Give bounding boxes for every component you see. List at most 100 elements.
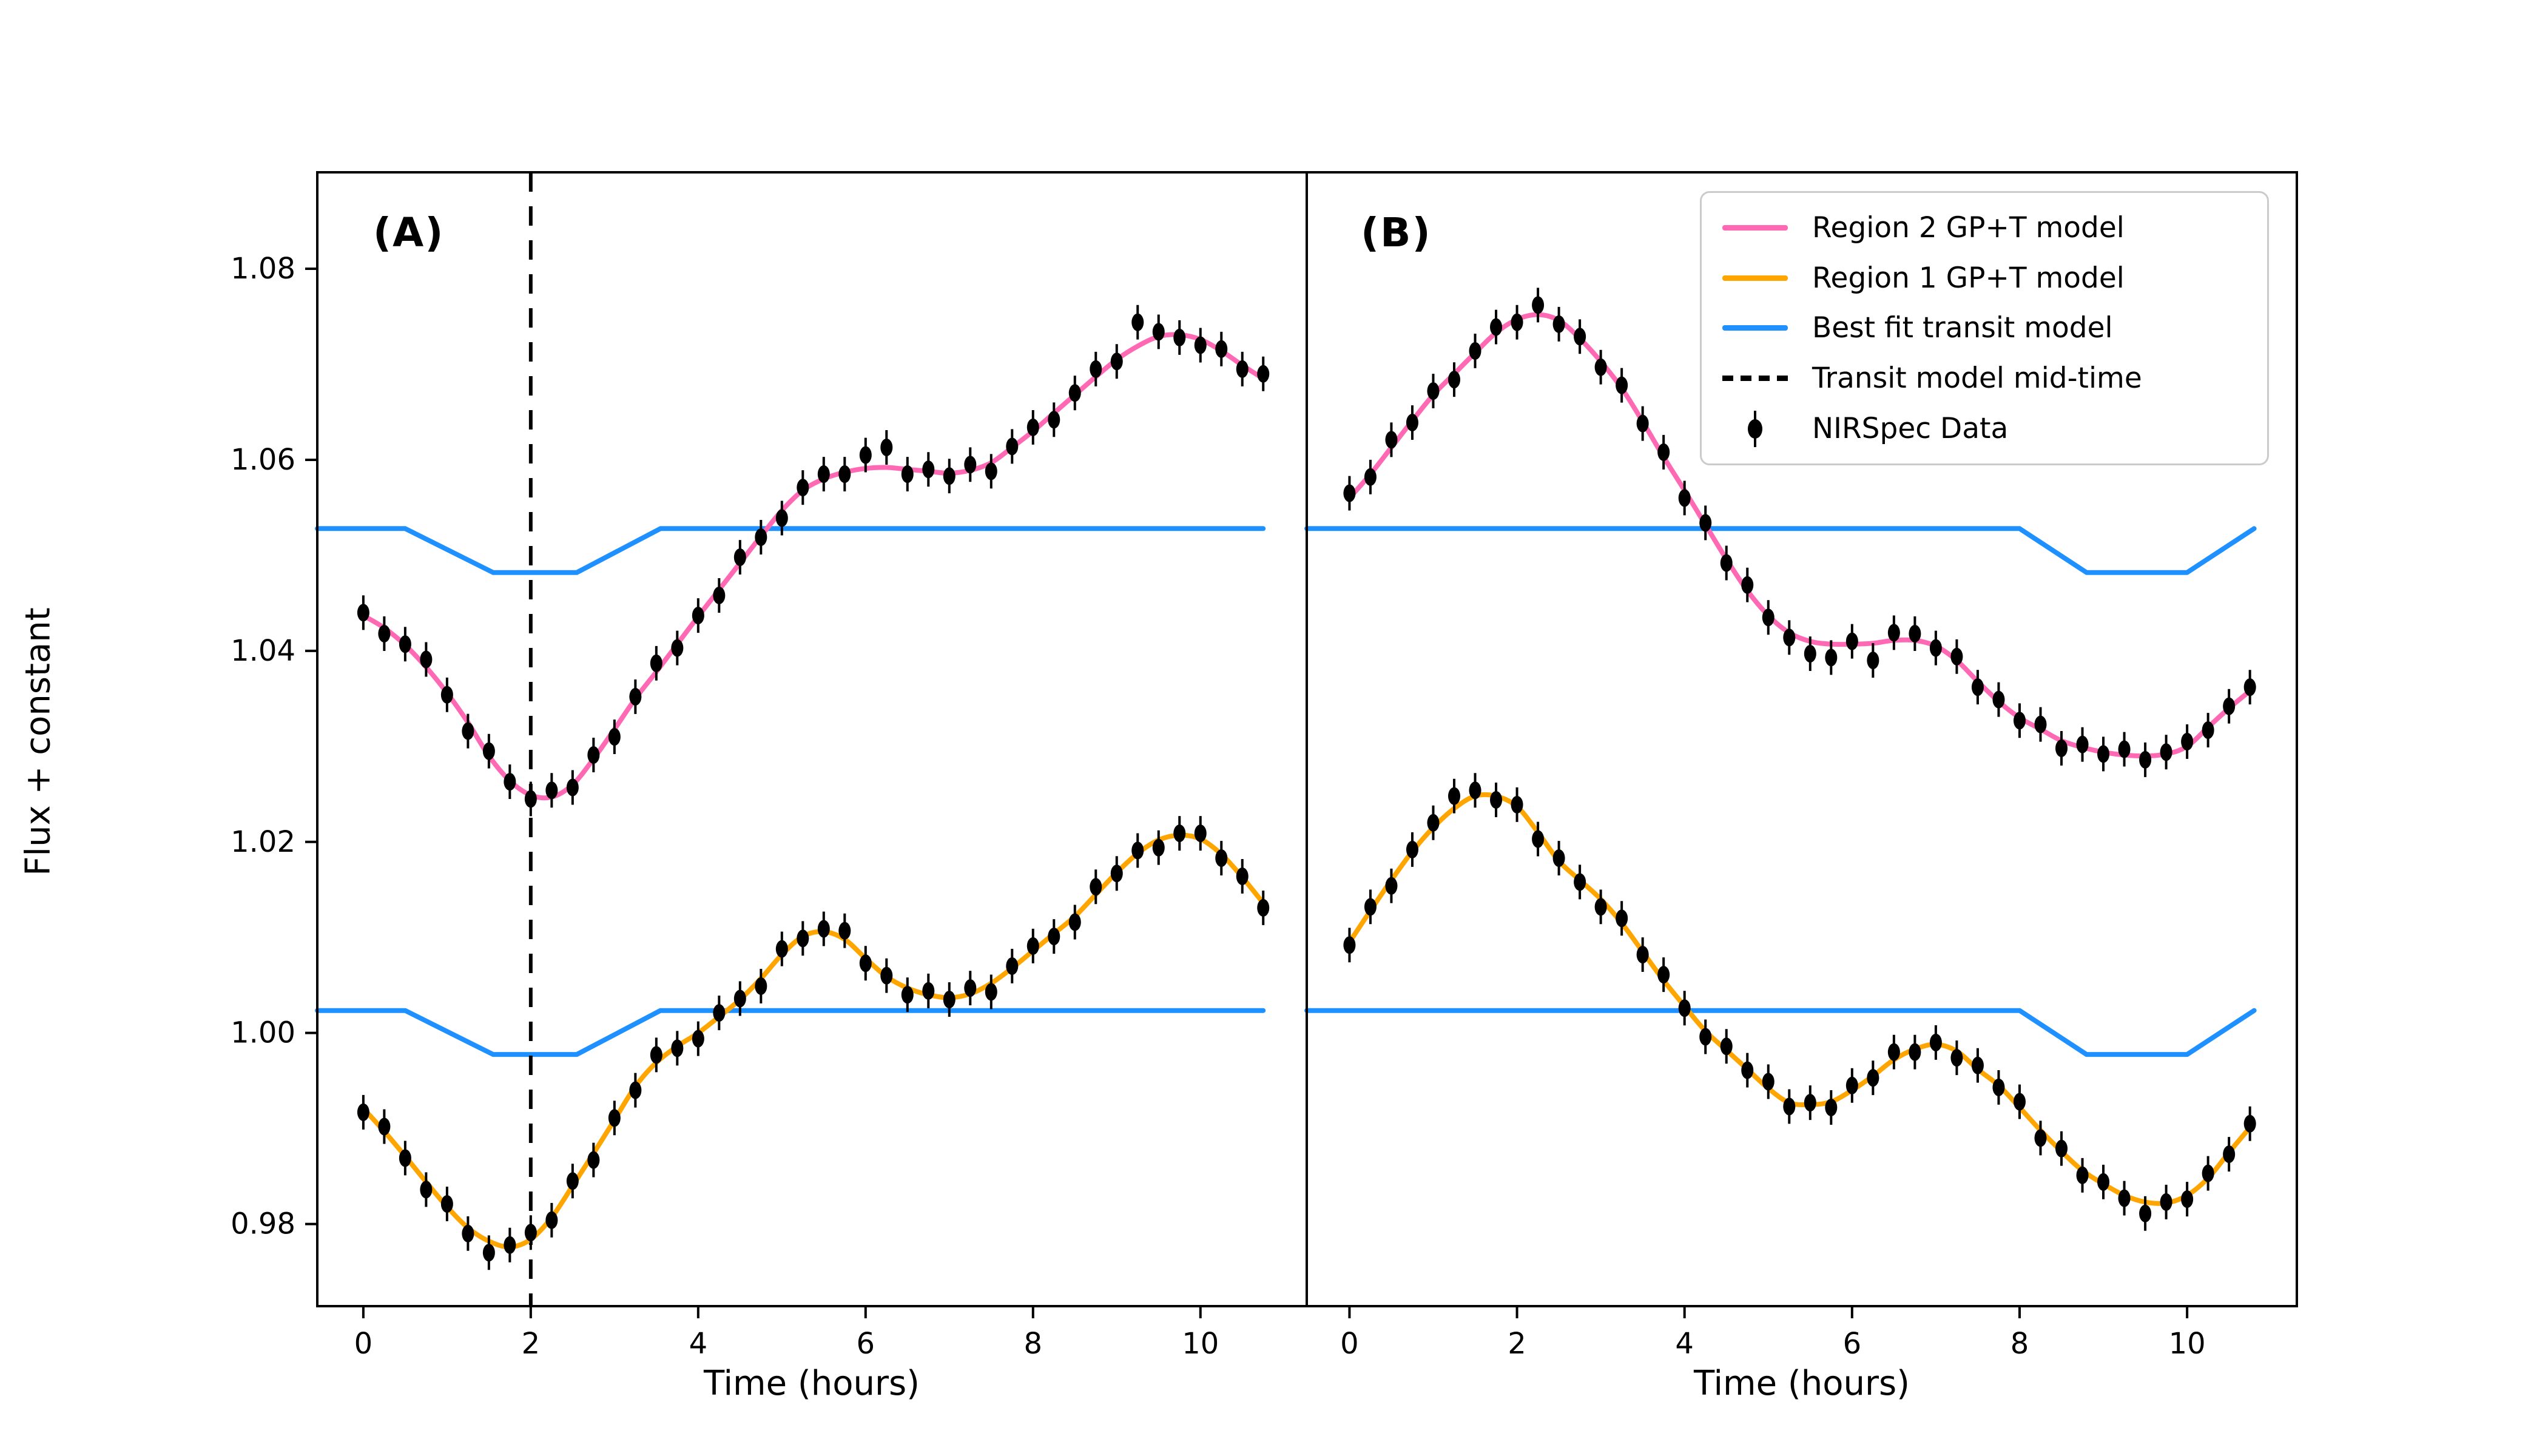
data-point-marker (985, 983, 997, 1001)
data-point-marker (1131, 841, 1144, 860)
data-point-marker (378, 625, 391, 643)
data-point-marker (1469, 781, 1481, 800)
data-point-marker (2223, 697, 2236, 715)
x-tick-label: 10 (2169, 1327, 2206, 1361)
y-tick-label: 1.08 (231, 252, 295, 286)
data-point-marker (817, 465, 830, 484)
legend-item-transit-model: Best fit transit model (1722, 310, 2246, 346)
legend-label: Best fit transit model (1812, 311, 2113, 345)
data-point-marker (2160, 743, 2172, 761)
data-point-marker (880, 966, 893, 985)
panel-b-label: (B) (1361, 209, 1432, 256)
data-point-marker (1343, 484, 1356, 502)
data-point-marker (545, 1211, 558, 1229)
data-point-marker (1657, 443, 1670, 461)
data-point-marker (1490, 790, 1503, 809)
y-tick-label: 1.06 (231, 443, 295, 477)
data-point-marker (901, 986, 914, 1004)
data-point-marker (985, 462, 997, 480)
data-point-marker (1636, 946, 1649, 964)
data-point-marker (1236, 867, 1249, 885)
data-point-marker (1992, 690, 2005, 709)
x-tick-label: 0 (1340, 1327, 1359, 1361)
data-point-marker (713, 1004, 726, 1022)
data-point-marker (922, 460, 935, 479)
data-point-marker (671, 639, 684, 657)
data-point-marker (1594, 358, 1607, 376)
data-point-marker (1867, 1069, 1879, 1087)
data-point-marker (859, 446, 872, 464)
data-point-marker (2076, 735, 2089, 753)
data-point-marker (1950, 1049, 1963, 1067)
data-point-marker (838, 465, 851, 484)
data-point-marker (1992, 1078, 2005, 1096)
axes-spines (1306, 171, 2298, 1307)
legend-item-region1-model: Region 1 GP+T model (1722, 260, 2246, 296)
data-point-marker (1427, 814, 1440, 832)
data-point-marker (1532, 830, 1545, 848)
transit-model-line-upper (1304, 526, 2257, 575)
region2-gpt-model-line (360, 332, 1266, 801)
data-point-marker (587, 746, 600, 764)
panel-a-label: (A) (373, 209, 445, 256)
data-point-marker (1068, 913, 1081, 931)
data-point-marker (2034, 715, 2047, 733)
data-point-marker (2243, 678, 2256, 696)
region1-gpt-model-line (360, 832, 1266, 1250)
data-point-marker (1616, 376, 1628, 394)
data-point-marker (1845, 1076, 1858, 1094)
data-point-marker (357, 604, 369, 622)
data-point-marker (420, 1181, 433, 1199)
legend-label: Region 1 GP+T model (1812, 261, 2125, 295)
data-point-marker (755, 528, 767, 546)
data-point-marker (482, 1244, 495, 1262)
region1-gpt-model-line (1347, 792, 2253, 1206)
legend-item-nirspec-data: NIRSpec Data (1722, 410, 2246, 447)
data-point-marker (859, 954, 872, 972)
data-point-marker (1364, 898, 1377, 916)
data-point-marker (1152, 323, 1165, 341)
data-point-marker (1110, 864, 1123, 883)
panel-B: 0 2 4 6 8 10 (1304, 171, 2298, 1361)
data-point-marker (733, 548, 746, 567)
data-point-marker (1699, 514, 1712, 532)
data-point-marker (1720, 1037, 1733, 1056)
data-point-marker (713, 587, 726, 605)
dashed-line-icon (1722, 360, 1788, 397)
data-point-marker (1741, 1061, 1754, 1079)
data-point-marker (1006, 957, 1019, 975)
data-point-marker (504, 773, 516, 791)
data-point-marker (524, 790, 537, 808)
data-point-marker (2160, 1193, 2172, 1211)
x-tick-label: 4 (689, 1327, 708, 1361)
x-tick-label: 10 (1182, 1327, 1219, 1361)
data-point-marker (1511, 313, 1523, 331)
x-tick-label: 6 (1843, 1327, 1862, 1361)
data-point-marker (1825, 649, 1838, 667)
data-point-marker (1783, 1097, 1796, 1116)
data-point-marker (1971, 1056, 1984, 1074)
data-point-marker (1490, 318, 1503, 336)
data-point-marker (462, 722, 474, 740)
x-tick-label: 8 (2010, 1327, 2029, 1361)
data-point-marker (2139, 1204, 2152, 1222)
data-point-marker (797, 929, 809, 948)
legend-label: Region 2 GP+T model (1812, 211, 2125, 244)
data-point-marker (1762, 1073, 1774, 1091)
data-point-marker (1469, 342, 1481, 360)
data-point-marker (733, 989, 746, 1008)
data-point-marker (1678, 999, 1691, 1017)
data-point-marker (566, 778, 579, 797)
data-point-marker (608, 1109, 621, 1127)
transit-model-line-lower (1304, 1008, 2257, 1057)
data-point-marker (1215, 340, 1228, 358)
data-point-marker (880, 438, 893, 456)
data-point-marker (775, 940, 788, 958)
panel-A: 0 2 4 6 8 10 0.98 1.00 1.02 1.04 1.06 1.08 (231, 171, 1308, 1361)
data-point-marker (2223, 1145, 2236, 1164)
data-point-marker (797, 479, 809, 497)
data-point-marker (1574, 328, 1586, 346)
x-tick-label: 4 (1675, 1327, 1694, 1361)
